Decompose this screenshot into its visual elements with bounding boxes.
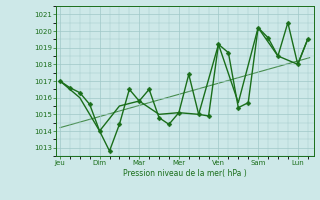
X-axis label: Pression niveau de la mer( hPa ): Pression niveau de la mer( hPa )	[123, 169, 247, 178]
